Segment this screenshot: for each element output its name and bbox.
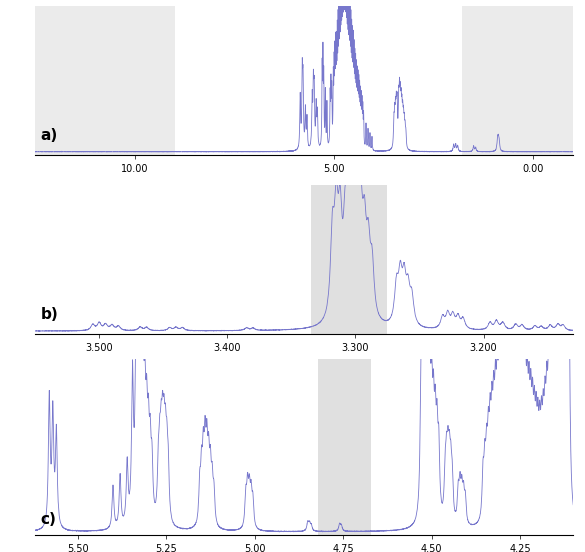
Text: c): c)	[40, 512, 56, 527]
Bar	[318, 359, 371, 535]
Bar	[175, 6, 462, 155]
Bar	[311, 185, 387, 334]
Text: a): a)	[40, 128, 58, 142]
Text: b): b)	[40, 307, 58, 322]
